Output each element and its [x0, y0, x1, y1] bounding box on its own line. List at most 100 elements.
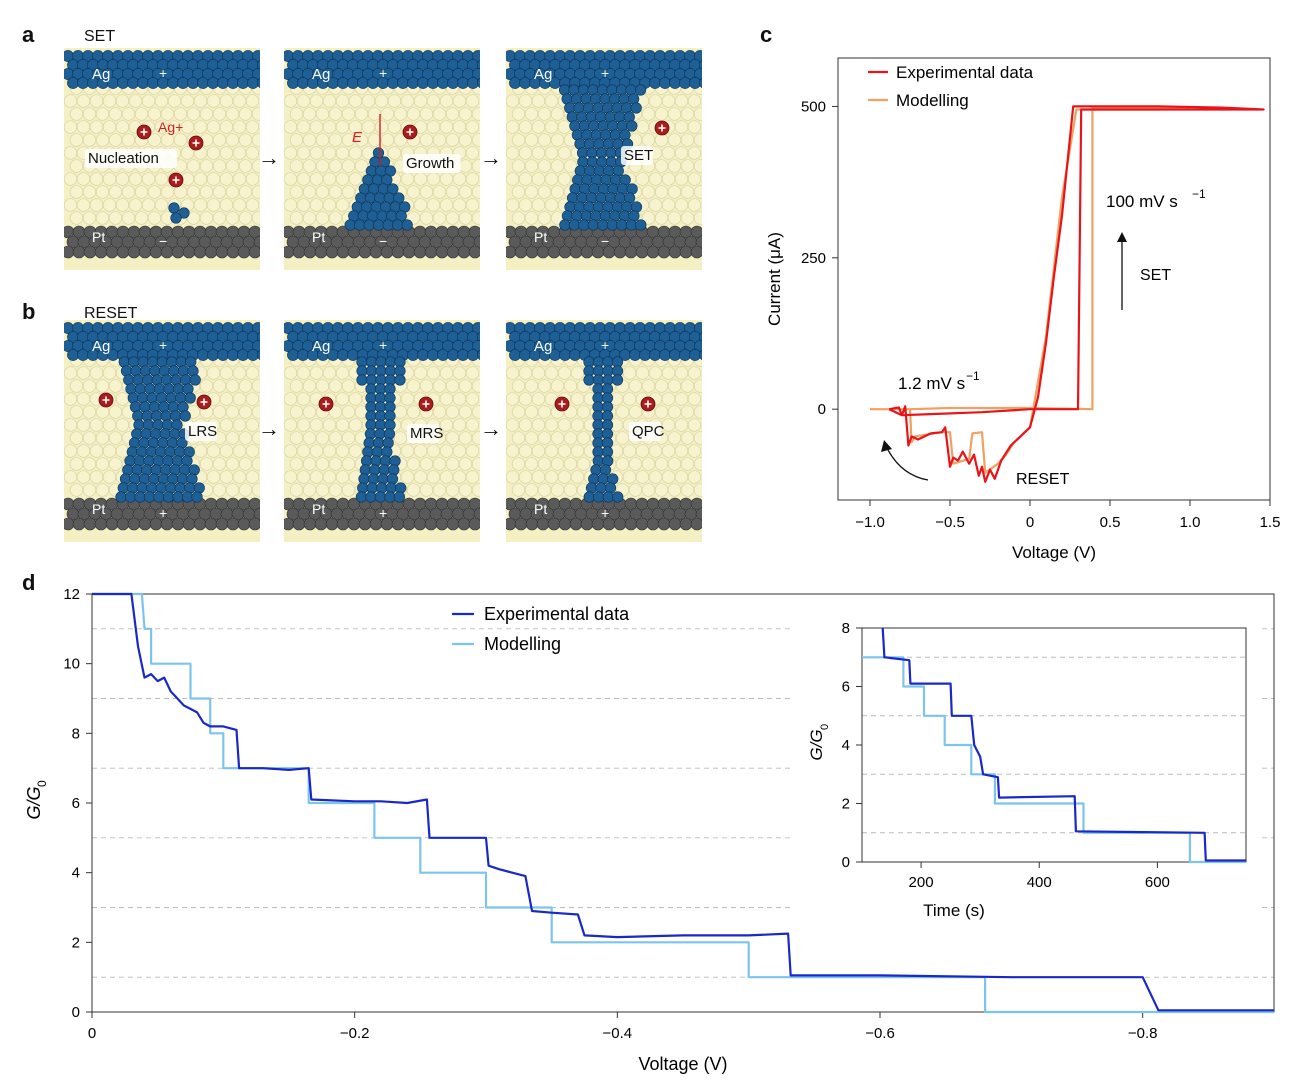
- electrolyte-atom: [302, 107, 317, 121]
- electrolyte-atom: [141, 172, 156, 186]
- electrolyte-atom: [335, 392, 350, 406]
- electrolyte-atom: [102, 198, 117, 212]
- inset-experimental-line: [881, 627, 1246, 862]
- electrolyte-atom: [147, 133, 162, 147]
- electrolyte-atom: [206, 120, 221, 134]
- electrolyte-atom: [82, 483, 97, 497]
- electrolyte-atom: [154, 94, 169, 108]
- y-tick-label: 12: [63, 586, 80, 603]
- electrolyte-atom: [108, 211, 123, 225]
- pt-atom: [657, 245, 671, 259]
- electrolyte-atom: [147, 185, 162, 199]
- electrolyte-atom: [251, 431, 260, 445]
- pt-atom: [668, 517, 682, 531]
- bottom-polarity-label: −: [601, 233, 609, 249]
- pt-atom: [690, 225, 702, 239]
- pt-atom: [237, 245, 251, 259]
- electrolyte-atom: [531, 172, 546, 186]
- pt-atom: [646, 245, 660, 259]
- electrolyte-atom: [95, 133, 110, 147]
- electrolyte-atom: [245, 392, 260, 406]
- ion-plus-mark: [422, 400, 430, 408]
- ag-atom: [147, 77, 159, 89]
- electrolyte-atom: [531, 120, 546, 134]
- electrolyte-atom: [413, 198, 428, 212]
- pt-atom: [253, 507, 260, 521]
- electrolyte-atom: [674, 198, 689, 212]
- electrolyte-atom: [82, 107, 97, 121]
- electrolyte-atom: [245, 418, 260, 432]
- electrolyte-atom: [400, 392, 415, 406]
- electrolyte-atom: [458, 107, 473, 121]
- electrolyte-atom: [315, 211, 330, 225]
- ag-atom: [197, 349, 209, 361]
- ag-atom: [417, 77, 429, 89]
- electrolyte-atom: [667, 457, 682, 471]
- electrolyte-atom: [406, 185, 421, 199]
- electrolyte-atom: [674, 418, 689, 432]
- electrolyte-atom: [302, 211, 317, 225]
- electrolyte-atom: [511, 159, 526, 173]
- annotation-sweep-slow-exp: −1: [966, 369, 980, 383]
- electrolyte-atom: [89, 198, 104, 212]
- pt-atom: [284, 245, 295, 259]
- electrolyte-atom: [648, 198, 663, 212]
- electrolyte-atom: [115, 172, 130, 186]
- electrolyte-atom: [251, 457, 260, 471]
- electrolyte-atom: [452, 198, 467, 212]
- electrolyte-atom: [341, 483, 356, 497]
- ag-atom: [679, 349, 691, 361]
- electrolyte-atom: [524, 159, 539, 173]
- pt-atom: [204, 517, 218, 531]
- reset-arrow-head: [881, 440, 892, 452]
- electrolyte-atom: [413, 366, 428, 380]
- electrolyte-atom: [309, 444, 324, 458]
- electrolyte-atom: [687, 366, 702, 380]
- electrolyte-atom: [680, 405, 695, 419]
- electrolyte-atom: [348, 94, 363, 108]
- electrolyte-atom: [315, 159, 330, 173]
- bottom-polarity-label: +: [601, 505, 609, 521]
- ag-filament-atom: [587, 219, 599, 231]
- electrolyte-atom: [335, 172, 350, 186]
- x-tick-label: −0.5: [935, 514, 965, 531]
- electrolyte-atom: [232, 418, 247, 432]
- x-axis-label: Voltage (V): [638, 1054, 727, 1074]
- pt-atom: [635, 517, 649, 531]
- electrolyte-atom: [225, 483, 240, 497]
- bottom-electrode-label: Pt: [312, 501, 325, 517]
- electrolyte-atom: [354, 107, 369, 121]
- pt-atom: [83, 517, 97, 531]
- electrolyte-atom: [302, 379, 317, 393]
- bottom-electrode-label: Pt: [92, 229, 105, 245]
- electrolyte-atom: [95, 483, 110, 497]
- electrolyte-atom: [393, 431, 408, 445]
- electrolyte-atom: [458, 431, 473, 445]
- pt-atom: [569, 517, 583, 531]
- electrolyte-atom: [511, 457, 526, 471]
- top-polarity-label: +: [379, 65, 387, 81]
- electrolyte-atom: [400, 470, 415, 484]
- electrolyte-atom: [89, 366, 104, 380]
- electrolyte-atom: [511, 483, 526, 497]
- electrolyte-atom: [238, 405, 253, 419]
- ag-filament-atom: [356, 374, 368, 386]
- electrolyte-atom: [452, 120, 467, 134]
- electrolyte-atom: [576, 405, 591, 419]
- electrolyte-atom: [524, 133, 539, 147]
- electrolyte-atom: [439, 366, 454, 380]
- electrolyte-atom: [615, 457, 630, 471]
- ag-atom: [417, 349, 429, 361]
- electrolyte-atom: [302, 431, 317, 445]
- electrolyte-atom: [445, 431, 460, 445]
- electrolyte-atom: [531, 392, 546, 406]
- electrolyte-atom: [225, 431, 240, 445]
- electrolyte-atom: [173, 107, 188, 121]
- stage-arrow-b1: →: [258, 416, 280, 441]
- electrolyte-atom: [115, 120, 130, 134]
- ag-atom: [457, 77, 469, 89]
- electrolyte-atom: [69, 405, 84, 419]
- electrolyte-atom: [219, 146, 234, 160]
- x-tick-label: 0: [88, 1025, 96, 1042]
- electrolyte-atom: [147, 211, 162, 225]
